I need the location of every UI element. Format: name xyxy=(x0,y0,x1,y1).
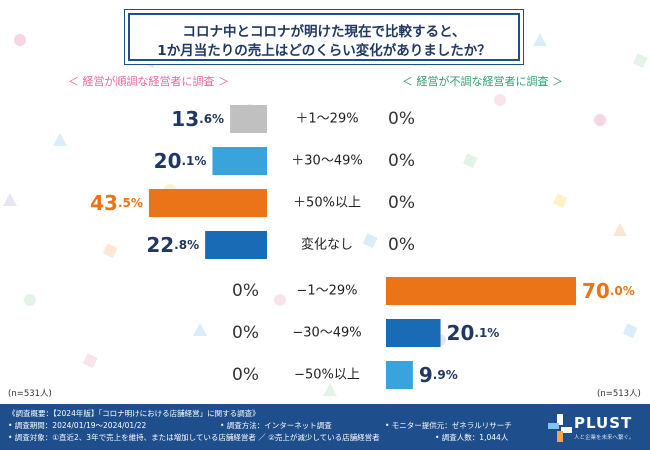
category-label: ＋50%以上 xyxy=(293,196,361,211)
right-bar xyxy=(386,361,413,389)
plust-logo-text: PLUST xyxy=(574,414,633,432)
title-box: コロナ中とコロナが明けた現在で比較すると、 1か月当たりの売上はどのくらい変化が… xyxy=(128,13,520,61)
left-bar xyxy=(212,147,267,175)
subhead-right: ＜ 経営が不調な経営者に調査 ＞ xyxy=(402,75,563,88)
category-label: −1～29% xyxy=(296,284,357,299)
right-value-label: 0% xyxy=(388,193,415,213)
survey-monitor: • モニター提供元：ゼネラルリサーチ xyxy=(385,421,512,430)
confetti-background xyxy=(3,33,648,396)
survey-period: • 調査期間：2024/01/19～2024/01/22 xyxy=(8,421,147,430)
right-value-label: 20.1% xyxy=(447,321,500,345)
right-bar xyxy=(386,319,441,347)
right-value-label: 0% xyxy=(388,109,415,129)
left-value-label: 0% xyxy=(232,365,259,385)
survey-title: 《調査概要：【2024年版】「コロナ明けにおける店舗経営」に関する調査》 xyxy=(8,409,260,418)
left-bar xyxy=(205,231,267,259)
plust-logo-icon xyxy=(548,414,572,442)
category-label: ＋1～29% xyxy=(295,112,358,127)
left-value-label: 0% xyxy=(232,281,259,301)
category-label: −30～49% xyxy=(292,326,361,341)
plust-logo: PLUST 人と企業を未来へ繋ぐ。 xyxy=(548,412,644,444)
title-line-2: 1か月当たりの売上はどのくらい変化がありましたか？ xyxy=(157,43,491,59)
right-value-label: 9.9% xyxy=(419,363,458,387)
left-value-label: 20.1% xyxy=(154,149,207,173)
plust-logo-tagline: 人と企業を未来へ繋ぐ。 xyxy=(574,435,635,441)
survey-target: • 調査対象：①直近2、3年で売上を維持、または増加している店舗経営者 ／ ②売… xyxy=(8,433,380,442)
category-label: ＋30～49% xyxy=(291,154,362,169)
left-value-label: 0% xyxy=(232,323,259,343)
sample-size-left: (n=531人) xyxy=(8,389,52,399)
left-bar xyxy=(230,105,267,133)
sample-size-right: (n=513人) xyxy=(597,389,641,399)
right-bar xyxy=(386,277,576,305)
left-value-label: 43.5% xyxy=(90,191,143,215)
category-label: −50%以上 xyxy=(294,368,360,383)
butterfly-bar-chart: ＋1～29% 13.6% 0% ＋30～49% 20.1% 0% ＋50%以上 43.5% 0%… xyxy=(90,105,635,389)
right-value-label: 0% xyxy=(388,151,415,171)
survey-count: • 調査人数：1,044人 xyxy=(435,433,509,442)
title-line-1: コロナ中とコロナが明けた現在で比較すると、 xyxy=(182,24,466,40)
right-value-label: 0% xyxy=(388,235,415,255)
category-label: 変化なし xyxy=(301,237,353,253)
left-bar xyxy=(148,189,267,217)
left-value-label: 22.8% xyxy=(146,233,199,257)
right-value-label: 70.0% xyxy=(582,279,635,303)
footer: 《調査概要：【2024年版】「コロナ明けにおける店舗経営」に関する調査》 • 調… xyxy=(0,404,650,450)
subhead-left: ＜ 経営が順調な経営者に調査 ＞ xyxy=(68,75,229,88)
survey-method: • 調査方法：インターネット調査 xyxy=(220,421,332,430)
left-value-label: 13.6% xyxy=(171,107,224,131)
